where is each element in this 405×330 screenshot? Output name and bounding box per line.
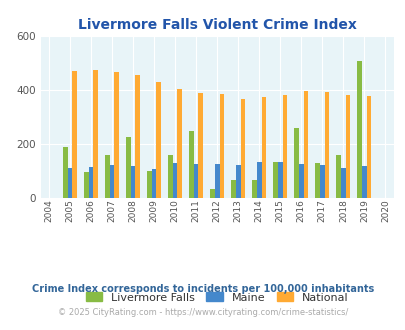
Bar xyxy=(235,165,240,198)
Bar xyxy=(84,172,89,198)
Bar xyxy=(324,92,328,198)
Bar xyxy=(303,91,307,198)
Bar xyxy=(282,95,286,198)
Legend: Livermore Falls, Maine, National: Livermore Falls, Maine, National xyxy=(81,288,352,307)
Bar xyxy=(256,162,261,198)
Bar xyxy=(126,137,130,198)
Bar xyxy=(89,167,93,198)
Bar xyxy=(231,181,235,198)
Bar xyxy=(240,99,245,198)
Bar xyxy=(194,163,198,198)
Text: Crime Index corresponds to incidents per 100,000 inhabitants: Crime Index corresponds to incidents per… xyxy=(32,284,373,294)
Bar xyxy=(345,95,350,198)
Bar xyxy=(361,166,366,198)
Bar xyxy=(151,169,156,198)
Bar xyxy=(356,60,361,198)
Text: © 2025 CityRating.com - https://www.cityrating.com/crime-statistics/: © 2025 CityRating.com - https://www.city… xyxy=(58,308,347,317)
Bar xyxy=(114,72,119,198)
Bar xyxy=(277,162,282,198)
Bar xyxy=(68,168,72,198)
Bar xyxy=(135,75,140,198)
Bar xyxy=(294,128,298,198)
Bar xyxy=(63,147,68,198)
Bar xyxy=(261,97,266,198)
Bar xyxy=(298,164,303,198)
Bar xyxy=(168,155,173,198)
Bar xyxy=(252,181,256,198)
Bar xyxy=(340,168,345,198)
Bar xyxy=(198,93,202,198)
Bar xyxy=(315,163,319,198)
Bar xyxy=(72,71,77,198)
Bar xyxy=(189,131,194,198)
Bar xyxy=(156,82,161,198)
Title: Livermore Falls Violent Crime Index: Livermore Falls Violent Crime Index xyxy=(78,18,356,32)
Bar xyxy=(109,165,114,198)
Bar xyxy=(173,163,177,198)
Bar xyxy=(93,70,98,198)
Bar xyxy=(210,188,214,198)
Bar xyxy=(219,94,224,198)
Bar xyxy=(177,89,182,198)
Bar xyxy=(273,162,277,198)
Bar xyxy=(147,171,151,198)
Bar xyxy=(105,155,109,198)
Bar xyxy=(214,164,219,198)
Bar xyxy=(319,165,324,198)
Bar xyxy=(336,155,340,198)
Bar xyxy=(130,166,135,198)
Bar xyxy=(366,96,371,198)
